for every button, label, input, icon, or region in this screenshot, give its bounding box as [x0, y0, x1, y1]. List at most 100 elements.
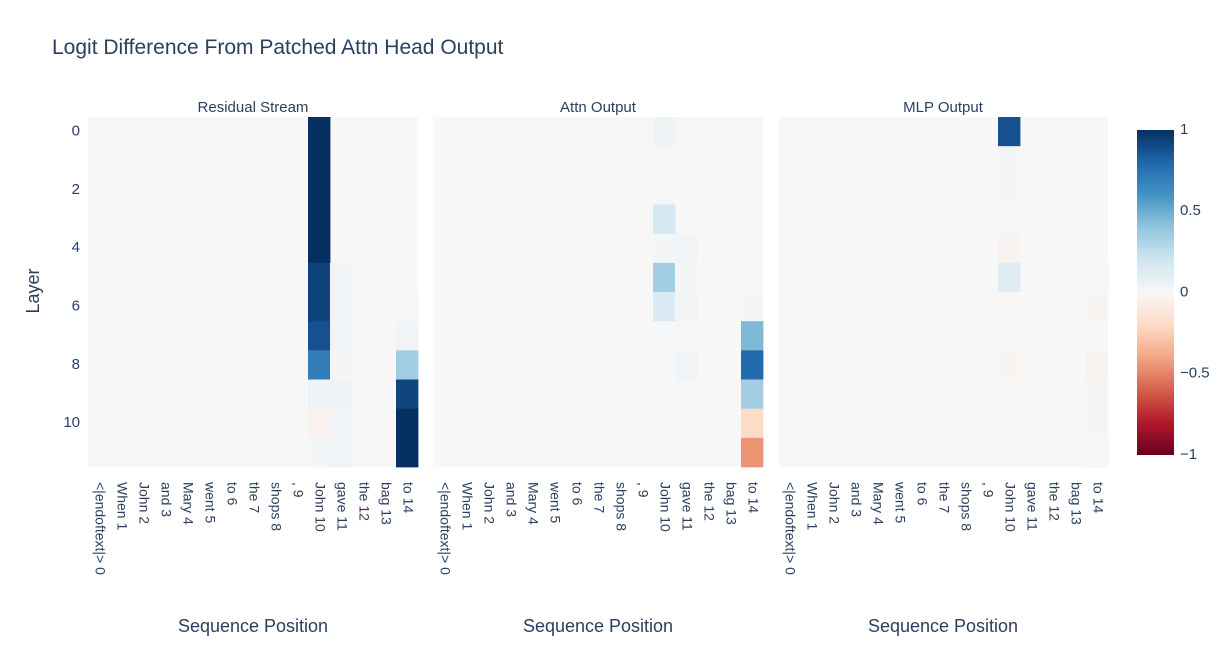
heatmap-cell: [653, 204, 676, 235]
heatmap-panels: Residual Stream <|endoftext|> 0 When 1 John…: [63, 99, 1109, 636]
colorbar-tick-label: −1: [1180, 446, 1197, 463]
heatmap-cell: [330, 262, 353, 293]
x-tick-label: John 10: [657, 482, 673, 532]
heatmap-cell: [653, 292, 676, 322]
panel-background: [778, 117, 1108, 467]
y-tick-label: 4: [72, 239, 80, 256]
x-tick-label: to 14: [400, 482, 416, 513]
heatmap-cell: [1086, 350, 1109, 380]
x-tick-label: , 9: [290, 482, 306, 498]
y-tick-label: 10: [63, 414, 80, 431]
x-tick-label: shops 8: [613, 482, 629, 531]
x-tick-label: gave 11: [679, 482, 695, 531]
colorbar-gradient: [1137, 130, 1174, 455]
x-axis-label: Sequence Position: [523, 616, 673, 636]
heatmap-cell: [741, 321, 764, 351]
heatmap-cell: [330, 350, 353, 380]
x-tick-label: When 1: [459, 482, 475, 530]
heatmap-cell: [1086, 262, 1109, 293]
heatmap-cell: [653, 117, 676, 147]
panel-title: Attn Output: [560, 99, 637, 116]
panel-title: Residual Stream: [198, 99, 309, 116]
x-tick-label: shops 8: [268, 482, 284, 531]
colorbar-tick-label: 1: [1180, 121, 1188, 138]
heatmap-cell: [308, 262, 331, 293]
heatmap-cell: [396, 292, 419, 322]
x-tick-label: to 14: [1090, 482, 1106, 513]
x-tick-label: <|endoftext|> 0: [782, 482, 798, 575]
heatmap-cell: [1086, 437, 1109, 468]
heatmap-cell: [308, 350, 331, 380]
heatmap-cell: [653, 146, 676, 176]
x-tick-label: gave 11: [334, 482, 350, 531]
heatmap-cell: [653, 262, 676, 293]
y-tick-label: 0: [72, 123, 80, 140]
x-tick-label: the 7: [246, 482, 262, 513]
heatmap-cell: [998, 233, 1021, 264]
x-tick-label: shops 8: [958, 482, 974, 531]
x-tick-label: to 6: [224, 482, 240, 506]
y-tick-label: 2: [72, 181, 80, 198]
heatmap-cell: [998, 146, 1021, 176]
x-tick-label: <|endoftext|> 0: [437, 482, 453, 575]
heatmap-cell: [998, 262, 1021, 293]
x-tick-label: When 1: [114, 482, 130, 530]
x-tick-label: Mary 4: [525, 482, 541, 525]
x-axis-label: Sequence Position: [178, 616, 328, 636]
x-tick-label: to 6: [569, 482, 585, 506]
heatmap-cell: [308, 175, 331, 205]
x-tick-label: gave 11: [1024, 482, 1040, 531]
x-tick-label: bag 13: [1068, 482, 1084, 525]
heatmap-cell: [308, 321, 331, 351]
x-tick-label: bag 13: [723, 482, 739, 525]
y-tick-label: 8: [72, 356, 80, 373]
x-tick-label: went 5: [547, 481, 563, 523]
heatmap-cell: [308, 117, 331, 147]
x-tick-label: , 9: [635, 482, 651, 498]
heatmap-cell: [741, 292, 764, 322]
heatmap-cell: [330, 292, 353, 322]
x-tick-label: the 7: [936, 482, 952, 513]
x-tick-label: went 5: [202, 481, 218, 523]
heatmap-cell: [330, 408, 353, 439]
x-tick-label: When 1: [804, 482, 820, 530]
x-tick-label: , 9: [980, 482, 996, 498]
x-tick-label: John 2: [826, 482, 842, 524]
panel-title: MLP Output: [903, 99, 984, 116]
x-tick-label: Mary 4: [180, 482, 196, 525]
heatmap-cell: [396, 350, 419, 380]
panel-background: [88, 117, 418, 467]
heatmap-cell: [330, 379, 353, 410]
heatmap-cell: [396, 321, 419, 351]
heatmap-cell: [998, 350, 1021, 380]
colorbar: 1 0.5 0 −0.5 −1: [1137, 121, 1210, 463]
heatmap-cell: [308, 233, 331, 264]
x-tick-label: bag 13: [378, 482, 394, 525]
y-tick-label: 6: [72, 298, 80, 315]
heatmap-cell: [653, 175, 676, 205]
y-axis-label: Layer: [23, 268, 43, 313]
heatmap-cell: [675, 292, 698, 322]
heatmap-cell: [653, 321, 676, 351]
heatmap-cell: [330, 321, 353, 351]
colorbar-tick-label: −0.5: [1180, 365, 1210, 382]
heatmap-cell: [308, 437, 331, 468]
x-tick-label: and 3: [848, 482, 864, 517]
x-tick-label: John 2: [136, 482, 152, 524]
heatmap-cell: [396, 408, 419, 439]
heatmap-cell: [741, 408, 764, 439]
heatmap-panel: Attn Output <|endoftext|> 0 When 1 John 2 an…: [433, 99, 764, 636]
heatmap-cell: [998, 321, 1021, 351]
heatmap-cell: [1086, 408, 1109, 439]
heatmap-cell: [396, 437, 419, 468]
heatmap-panel: MLP Output <|endoftext|> 0 When 1 John 2 and…: [778, 99, 1109, 636]
x-tick-label: and 3: [503, 482, 519, 517]
panel-background: [433, 117, 763, 467]
heatmap-cell: [308, 204, 331, 235]
heatmap-cell: [308, 292, 331, 322]
x-tick-label: the 12: [1046, 482, 1062, 521]
heatmap-cell: [741, 350, 764, 380]
x-tick-label: the 7: [591, 482, 607, 513]
